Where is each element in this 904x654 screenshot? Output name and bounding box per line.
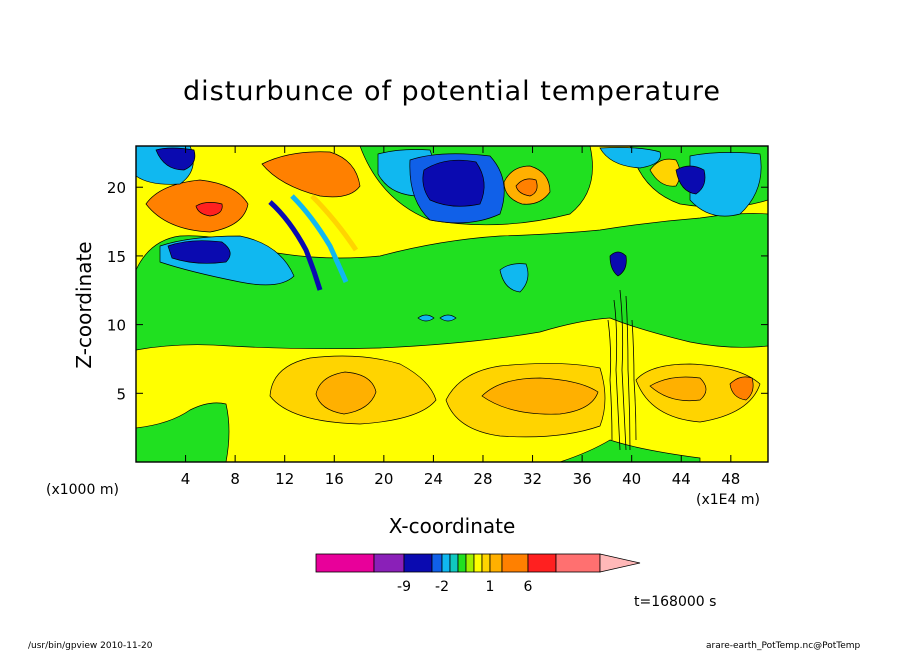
colorbar-tick-label: -2	[435, 579, 449, 595]
y-tick-label: 10	[107, 317, 126, 335]
colorbar	[315, 553, 641, 573]
x-tick-label: 20	[374, 470, 393, 488]
x-tick-label: 36	[573, 470, 592, 488]
time-annotation: t=168000 s	[634, 594, 717, 610]
colorbar-segment	[465, 553, 475, 573]
colorbar-segment	[489, 553, 503, 573]
colorbar-segment	[555, 553, 601, 573]
x-tick-label: 8	[230, 470, 240, 488]
y-axis-ticks: 5 10 15 20	[107, 179, 768, 403]
colorbar-segment	[431, 553, 443, 573]
colorbar-segment	[449, 553, 459, 573]
x-tick-label: 44	[672, 470, 691, 488]
colorbar-ticks: -9 -2 1 6	[397, 579, 533, 595]
plot-frame	[135, 145, 769, 463]
colorbar-segment	[501, 553, 529, 573]
colorbar-segment	[403, 553, 433, 573]
y-tick-label: 5	[116, 385, 126, 403]
x-axis-ticks: 4 8 12 16 20 24 28 32 36 40 44 48	[181, 146, 740, 488]
colorbar-segment	[315, 553, 375, 573]
x-axis-label: X-coordinate	[388, 514, 516, 538]
x-tick-label: 32	[523, 470, 542, 488]
x-tick-label: 28	[473, 470, 492, 488]
colorbar-segment	[373, 553, 405, 573]
colorbar-tick-label: 1	[486, 579, 495, 595]
footer-left: /usr/bin/gpview 2010-11-20	[28, 641, 153, 651]
colorbar-segment	[481, 553, 491, 573]
colorbar-segment	[441, 553, 451, 573]
x-tick-label: 4	[181, 470, 191, 488]
colorbar-tick-label: 6	[524, 579, 533, 595]
x-tick-label: 12	[275, 470, 294, 488]
y-tick-label: 15	[107, 248, 126, 266]
x-axis-unit: (x1E4 m)	[696, 492, 760, 508]
x-tick-label: 40	[622, 470, 641, 488]
contour-field	[136, 146, 768, 462]
x-tick-label: 24	[424, 470, 443, 488]
colorbar-segment	[527, 553, 557, 573]
colorbar-arrow	[599, 553, 641, 573]
x-tick-label: 16	[325, 470, 344, 488]
colorbar-segment	[473, 553, 483, 573]
x-tick-label: 48	[721, 470, 740, 488]
colorbar-tick-label: -9	[397, 579, 411, 595]
colorbar-segment	[457, 553, 467, 573]
y-tick-label: 20	[107, 179, 126, 197]
chart-title: disturbunce of potential temperature	[183, 76, 721, 107]
footer-right: arare-earth_PotTemp.nc@PotTemp	[706, 641, 861, 651]
y-axis-unit: (x1000 m)	[46, 482, 119, 498]
